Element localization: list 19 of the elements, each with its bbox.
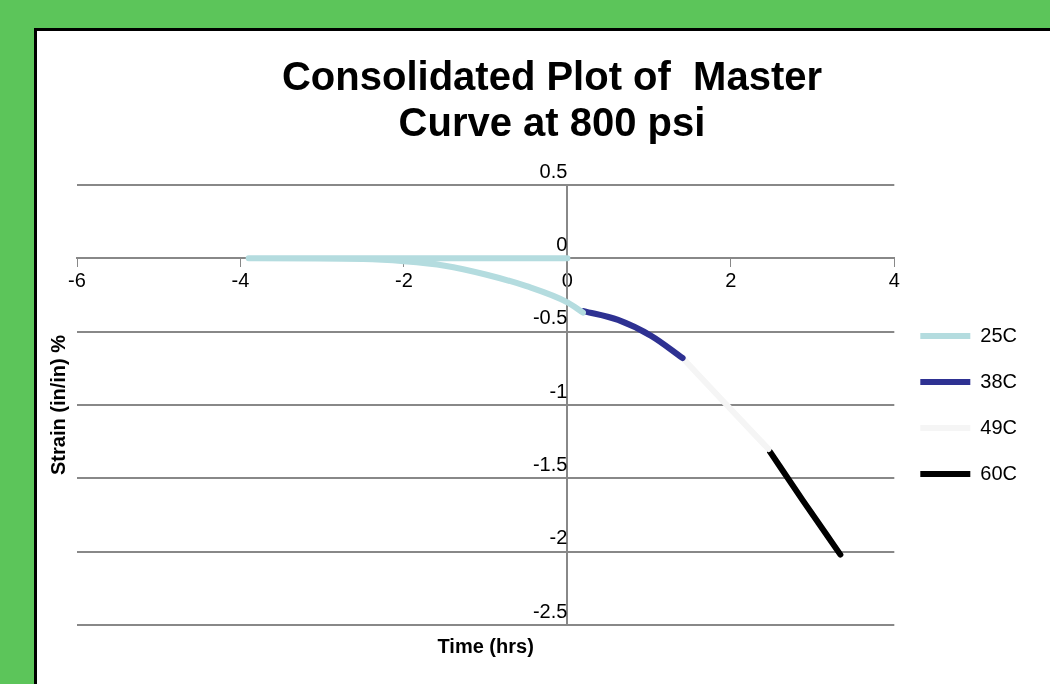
x-tick-label: -6 xyxy=(68,268,86,291)
x-tick-label: 2 xyxy=(725,268,737,291)
legend-label: 60C xyxy=(980,461,1018,484)
y-tick-label: -2.5 xyxy=(532,599,568,622)
y-tick-label: 0.5 xyxy=(539,159,568,182)
legend-label: 38C xyxy=(980,369,1018,392)
y-tick-label: -2 xyxy=(549,526,568,549)
x-axis-title: Time (hrs) xyxy=(437,634,534,657)
y-tick-label: -1.5 xyxy=(532,452,568,475)
chart-title: Consolidated Plot of Master Curve at 800 psi xyxy=(280,53,823,145)
legend-label: 25C xyxy=(980,323,1018,346)
y-tick-label: -1 xyxy=(549,379,568,402)
y-tick-label: -0.5 xyxy=(532,306,568,329)
y-axis-title: Strain (in/in) % xyxy=(46,334,69,475)
y-tick-label: 0 xyxy=(556,232,568,255)
x-tick-label: 4 xyxy=(888,268,900,291)
legend-label: 49C xyxy=(980,415,1018,438)
x-tick-label: -2 xyxy=(395,268,413,291)
x-tick-label: -4 xyxy=(231,268,250,291)
